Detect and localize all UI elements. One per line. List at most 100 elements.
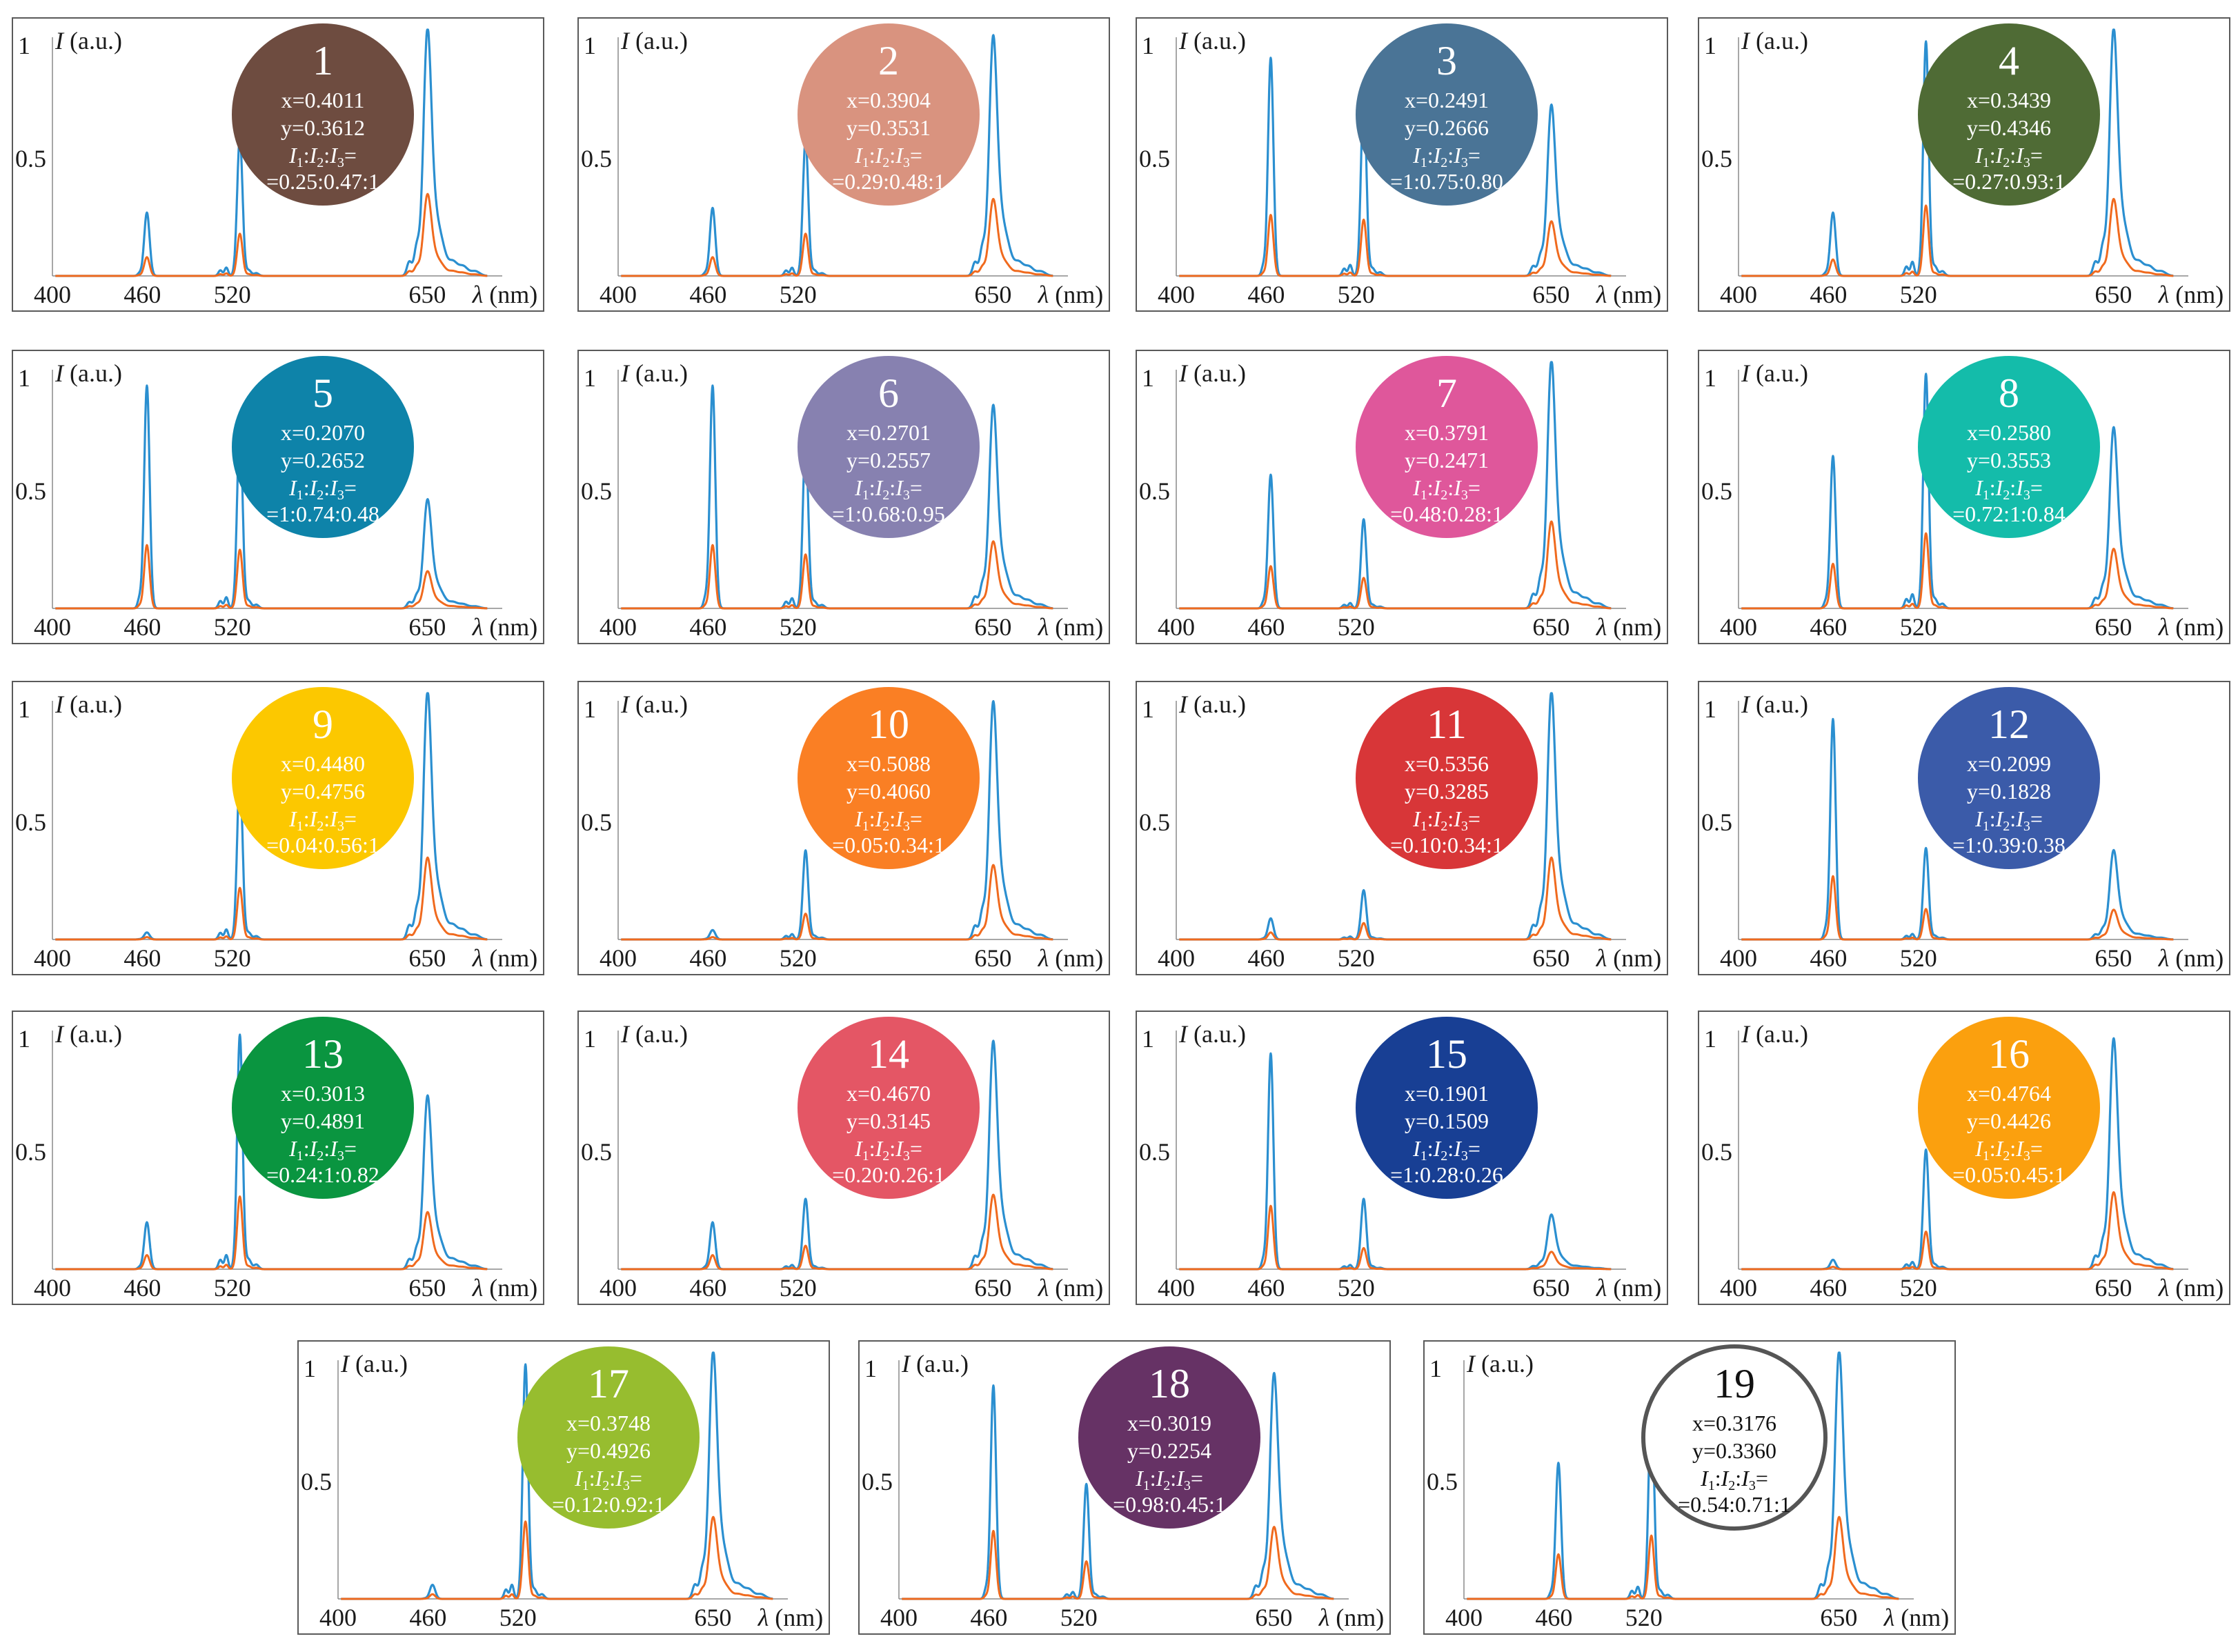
y-tick-label: 0.5	[15, 145, 46, 172]
y-tick-label: 0.5	[1139, 808, 1170, 836]
x-axis-label: λ (nm)	[1596, 944, 1662, 972]
y-tick-label: 1	[304, 1355, 316, 1382]
spectrum-panel-19: 1 0.5 I (a.u.) 400 460 520 650 λ (nm) 19 x=0.3176…	[1423, 1340, 1956, 1635]
badge-y-coordinate: y=0.2666	[1405, 115, 1489, 140]
badge-number: 11	[1427, 701, 1467, 747]
badge-number: 6	[878, 370, 899, 416]
x-tick-label: 650	[1532, 1274, 1569, 1302]
y-tick-label: 1	[584, 364, 596, 392]
badge-number: 1	[313, 38, 333, 83]
badge-ratio-label: I1:I2:I3=	[1974, 475, 2043, 503]
color-badge	[232, 23, 414, 206]
badge-ratio-label: I1:I2:I3=	[1974, 1136, 2043, 1164]
y-axis-label: I (a.u.)	[1178, 359, 1246, 387]
spectrum-line-secondary	[620, 197, 1054, 277]
x-tick-label: 460	[409, 1604, 446, 1631]
x-tick-label: 400	[1445, 1604, 1483, 1631]
badge-ratio-value: =0.54:0.71:1	[1678, 1492, 1791, 1517]
y-tick-label: 1	[1142, 1025, 1154, 1053]
y-tick-label: 0.5	[1427, 1468, 1458, 1495]
x-tick-label: 460	[1810, 1274, 1847, 1302]
y-tick-label: 1	[18, 1025, 30, 1053]
badge-x-coordinate: x=0.3748	[566, 1411, 651, 1435]
badge-ratio-value: =1:0.75:0.80	[1390, 169, 1503, 194]
x-tick-label: 650	[408, 613, 446, 641]
spectrum-panel-5: 1 0.5 I (a.u.) 400 460 520 650 λ (nm) 5 x=0.2070 y…	[12, 350, 544, 644]
color-badge	[1918, 1017, 2100, 1199]
x-tick-label: 520	[214, 281, 251, 308]
x-tick-label: 520	[1338, 1274, 1375, 1302]
spectrum-line-secondary	[1466, 1515, 1900, 1600]
x-tick-label: 460	[689, 944, 726, 972]
badge-y-coordinate: y=0.2557	[846, 448, 931, 472]
x-tick-label: 460	[689, 281, 726, 308]
spectrum-panel-8: 1 0.5 I (a.u.) 400 460 520 650 λ (nm) 8 x=0.2580 y…	[1698, 350, 2230, 644]
spectrum-panel-1: 1 0.5 I (a.u.) 400 460 520 650 λ (nm) 1 x=0.4011 y…	[12, 17, 544, 312]
x-tick-label: 650	[2095, 281, 2132, 308]
y-tick-label: 0.5	[581, 477, 612, 505]
x-tick-label: 460	[1810, 613, 1847, 641]
color-badge	[798, 687, 980, 869]
spectrum-panel-7: 1 0.5 I (a.u.) 400 460 520 650 λ (nm) 7 x=0.3791 y…	[1136, 350, 1668, 644]
badge-number: 10	[868, 701, 909, 747]
badge-ratio-value: =0.04:0.56:1	[266, 833, 379, 857]
badge-x-coordinate: x=0.1901	[1405, 1081, 1489, 1106]
x-tick-label: 400	[1158, 944, 1195, 972]
y-tick-label: 1	[1429, 1355, 1442, 1382]
y-axis-label: I (a.u.)	[55, 27, 122, 54]
badge-y-coordinate: y=0.4756	[281, 779, 365, 804]
badge-ratio-label: I1:I2:I3=	[1974, 143, 2043, 170]
x-axis-label: λ (nm)	[1038, 613, 1104, 641]
badge-number: 14	[868, 1031, 909, 1077]
x-tick-label: 460	[1535, 1604, 1572, 1631]
badge-number: 17	[588, 1361, 629, 1406]
y-tick-label: 0.5	[1139, 145, 1170, 172]
badge-x-coordinate: x=0.5088	[846, 751, 931, 776]
x-tick-label: 400	[1158, 281, 1195, 308]
spectrum-panel-6: 1 0.5 I (a.u.) 400 460 520 650 λ (nm) 6 x=0.2701 y…	[577, 350, 1110, 644]
badge-ratio-label: I1:I2:I3=	[288, 475, 357, 503]
color-badge	[1356, 687, 1538, 869]
x-tick-label: 460	[1810, 281, 1847, 308]
x-tick-label: 520	[499, 1604, 537, 1631]
badge-y-coordinate: y=0.3531	[846, 115, 931, 140]
y-axis-label: I (a.u.)	[1178, 690, 1246, 718]
spectrum-panel-13: 1 0.5 I (a.u.) 400 460 520 650 λ (nm) 13 x=0.3013…	[12, 1011, 544, 1305]
x-tick-label: 400	[1158, 1274, 1195, 1302]
y-axis-label: I (a.u.)	[620, 27, 688, 54]
badge-ratio-label: I1:I2:I3=	[1412, 1136, 1481, 1164]
x-tick-label: 460	[1247, 281, 1285, 308]
y-tick-label: 0.5	[1139, 1138, 1170, 1166]
x-tick-label: 650	[408, 944, 446, 972]
x-tick-label: 400	[34, 281, 71, 308]
spectrum-panel-14: 1 0.5 I (a.u.) 400 460 520 650 λ (nm) 14 x=0.4670…	[577, 1011, 1110, 1305]
spectrum-line-secondary	[1178, 856, 1612, 941]
badge-ratio-value: =0.20:0.26:1	[832, 1162, 945, 1187]
spectrum-panel-2: 1 0.5 I (a.u.) 400 460 520 650 λ (nm) 2 x=0.3904 y…	[577, 17, 1110, 312]
x-tick-label: 520	[1900, 1274, 1937, 1302]
x-tick-label: 520	[214, 1274, 251, 1302]
x-tick-label: 520	[1338, 613, 1375, 641]
badge-ratio-value: =0.48:0.28:1	[1390, 501, 1503, 526]
spectrum-panel-12: 1 0.5 I (a.u.) 400 460 520 650 λ (nm) 12 x=0.2099…	[1698, 681, 2230, 975]
x-tick-label: 650	[694, 1604, 731, 1631]
x-tick-label: 520	[780, 944, 817, 972]
x-tick-label: 650	[408, 281, 446, 308]
x-tick-label: 650	[974, 944, 1011, 972]
x-tick-label: 650	[2095, 944, 2132, 972]
badge-y-coordinate: y=0.3360	[1692, 1438, 1776, 1463]
spectrum-panel-18: 1 0.5 I (a.u.) 400 460 520 650 λ (nm) 18 x=0.3019…	[858, 1340, 1391, 1635]
y-tick-label: 1	[1704, 695, 1716, 723]
x-axis-label: λ (nm)	[2158, 613, 2224, 641]
x-tick-label: 520	[1900, 613, 1937, 641]
x-tick-label: 520	[1625, 1604, 1663, 1631]
x-tick-label: 520	[214, 613, 251, 641]
badge-y-coordinate: y=0.3553	[1967, 448, 2051, 472]
badge-x-coordinate: x=0.3013	[281, 1081, 365, 1106]
color-badge	[1918, 23, 2100, 206]
x-axis-label: λ (nm)	[2158, 281, 2224, 308]
x-tick-label: 400	[600, 1274, 637, 1302]
badge-x-coordinate: x=0.4764	[1967, 1081, 2051, 1106]
y-tick-label: 0.5	[1139, 477, 1170, 505]
y-axis-label: I (a.u.)	[55, 690, 122, 718]
